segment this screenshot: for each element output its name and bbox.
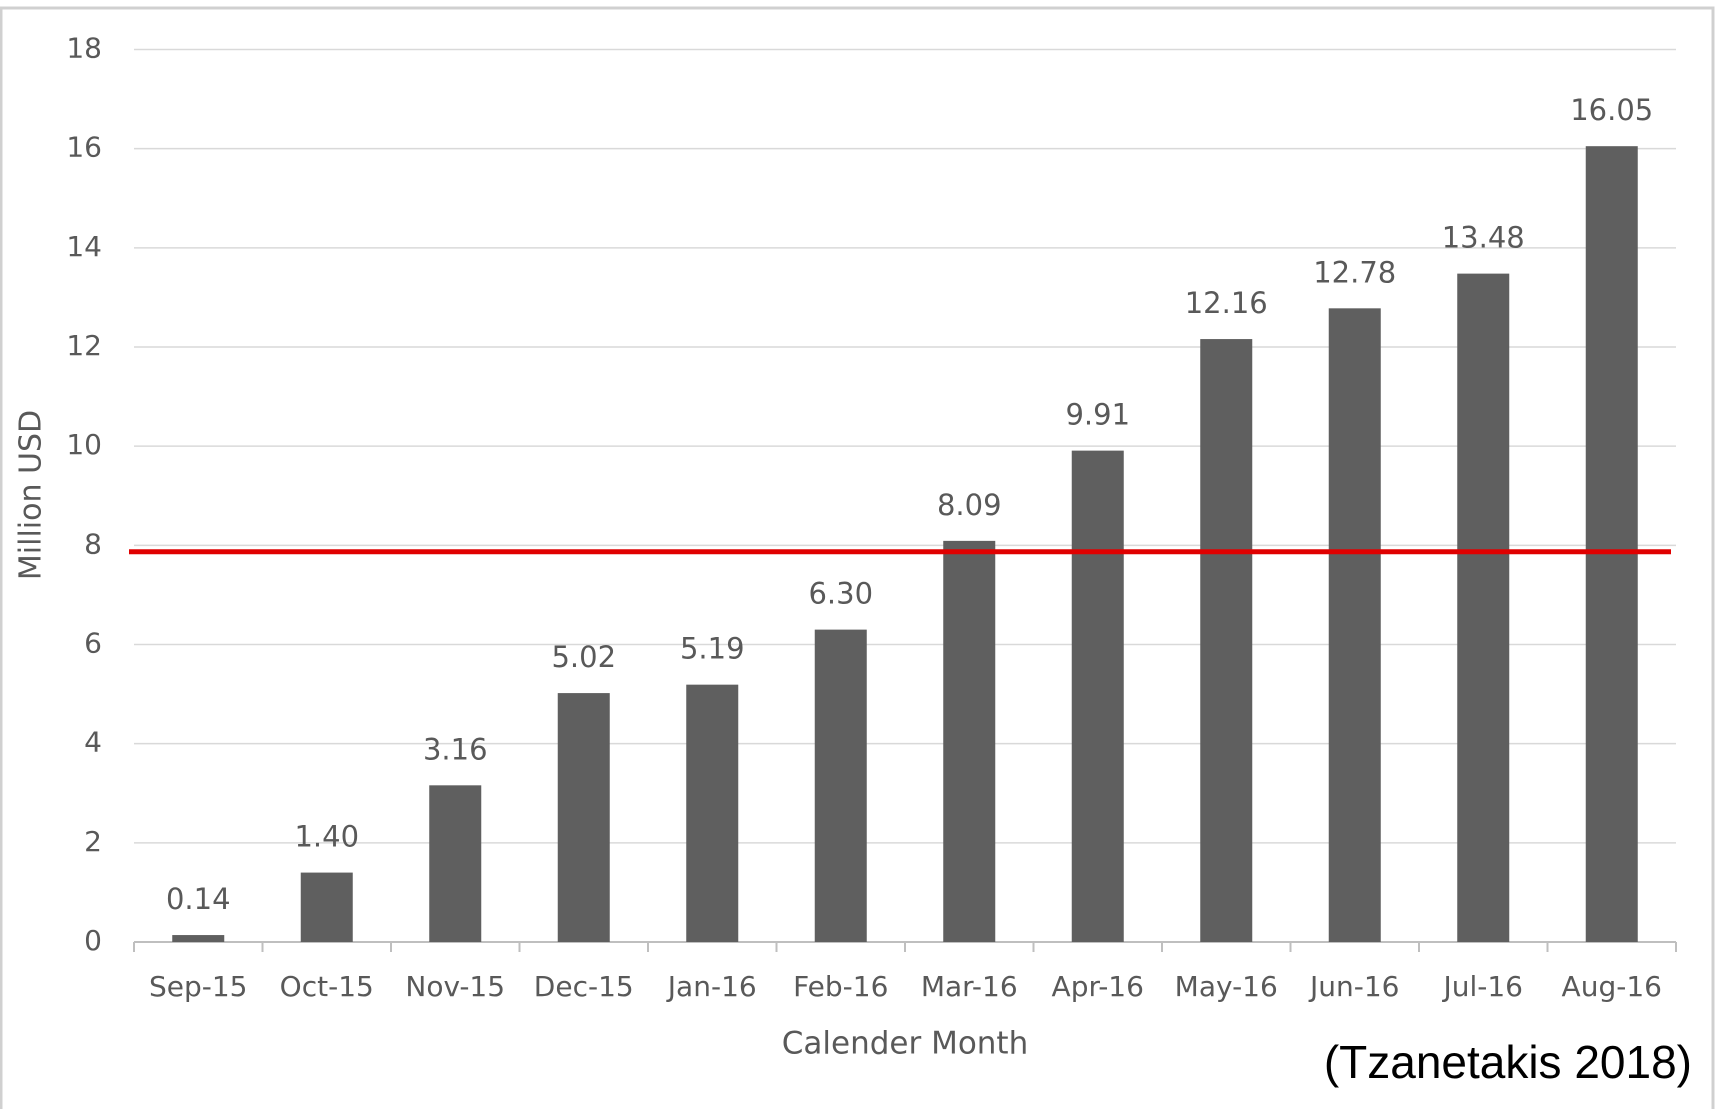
frame	[0, 6, 1715, 1109]
y-tick-label: 10	[66, 428, 102, 461]
y-tick-label: 12	[66, 329, 102, 362]
bar	[1328, 308, 1381, 942]
bar	[1071, 450, 1124, 942]
x-axis-title: Calender Month	[782, 1026, 1029, 1062]
bar	[1457, 273, 1510, 942]
data-label: 0.14	[166, 882, 231, 916]
data-label: 6.30	[808, 577, 873, 611]
data-label: 1.40	[294, 820, 359, 854]
x-tick-label: Jan-16	[666, 970, 757, 1003]
y-tick-label: 0	[84, 924, 102, 957]
x-tick-label: Dec-15	[534, 970, 634, 1003]
annotation: (Tzanetakis 2018)	[1324, 1036, 1692, 1088]
data-label: 16.05	[1570, 93, 1653, 127]
x-tick-label: Aug-16	[1562, 970, 1662, 1003]
y-tick-label: 16	[66, 131, 102, 164]
bar	[557, 693, 610, 942]
x-tick-label: Jun-16	[1308, 970, 1399, 1003]
bar	[814, 629, 867, 942]
y-tick-label: 2	[84, 825, 102, 858]
data-label: 5.02	[551, 640, 616, 674]
y-tick-label: 8	[84, 527, 102, 560]
x-tick-label: Nov-15	[405, 970, 505, 1003]
bar	[1200, 339, 1253, 943]
data-label: 3.16	[423, 732, 488, 766]
x-tick-label: Feb-16	[793, 970, 888, 1003]
y-tick-label: 6	[84, 627, 102, 660]
bar	[300, 872, 353, 942]
bar	[172, 935, 225, 942]
data-label: 13.48	[1442, 221, 1525, 255]
y-tick-label: 4	[84, 726, 102, 759]
x-tick-label: Apr-16	[1052, 970, 1144, 1003]
x-tick-label: Jul-16	[1441, 970, 1523, 1003]
data-label: 8.09	[937, 488, 1002, 522]
data-label: 9.91	[1065, 398, 1130, 432]
x-tick-label: Sep-15	[149, 970, 248, 1003]
bar	[1585, 146, 1638, 942]
bar	[686, 684, 739, 942]
data-label: 5.19	[680, 632, 745, 666]
x-tick-label: Mar-16	[921, 970, 1018, 1003]
bar	[429, 785, 482, 942]
y-axis-title: Million USD	[14, 410, 49, 580]
bar	[943, 540, 996, 942]
x-tick-label: Oct-15	[280, 970, 374, 1003]
data-label: 12.78	[1313, 255, 1396, 289]
data-label: 12.16	[1185, 286, 1268, 320]
x-tick-label: May-16	[1175, 970, 1278, 1003]
y-tick-label: 18	[66, 32, 102, 65]
y-tick-label: 14	[66, 230, 102, 263]
